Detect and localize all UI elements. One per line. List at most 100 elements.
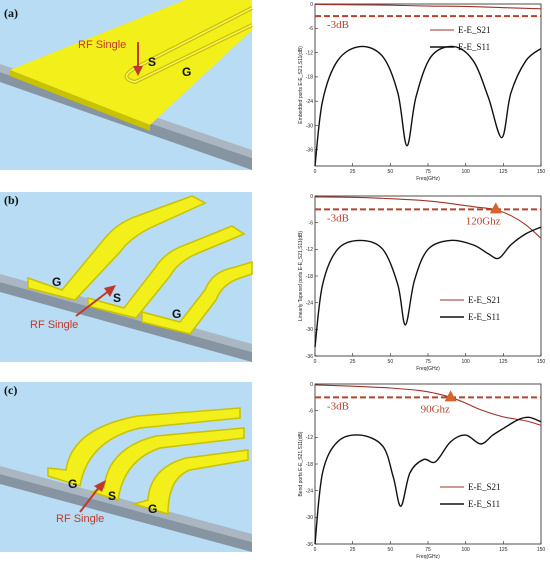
legend-label: E-E_S11 <box>468 499 500 509</box>
legend-label: E-E_S21 <box>468 295 501 305</box>
panel-label: (b) <box>4 193 19 207</box>
y-tick-label: -12 <box>306 435 313 441</box>
cutoff-label: 90Ghz <box>421 403 450 415</box>
cutoff-label: 120Ghz <box>466 215 501 227</box>
y-tick-label: -6 <box>309 220 314 226</box>
x-tick-label: 50 <box>388 547 394 553</box>
x-tick-label: 100 <box>461 547 470 553</box>
y-tick-label: -24 <box>306 488 313 494</box>
y-tick-label: -6 <box>309 26 314 32</box>
y-tick-label: -24 <box>306 99 313 105</box>
pad-label-g-left: G <box>68 477 77 491</box>
ground-trace-right <box>131 449 249 516</box>
x-tick-label: 25 <box>350 359 356 365</box>
series-line-s21 <box>314 196 542 239</box>
x-tick-label: 0 <box>314 547 317 553</box>
x-axis-title: Freq(GHz) <box>416 366 440 372</box>
x-tick-label: 0 <box>314 359 317 365</box>
x-tick-label: 75 <box>425 359 431 365</box>
x-axis-title: Freq(GHz) <box>416 176 440 182</box>
x-tick-label: 150 <box>537 359 546 365</box>
x-tick-label: 50 <box>388 359 394 365</box>
y-axis-title: Linearly Tapered ports E-E_S21,S11(dB) <box>298 231 304 321</box>
signal-trace <box>89 427 245 501</box>
pad-label-g-right: G <box>172 307 181 321</box>
y-tick-label: -12 <box>306 50 313 56</box>
y-tick-label: -6 <box>309 408 314 414</box>
y-tick-label: -30 <box>306 327 313 333</box>
base-slab <box>0 282 252 362</box>
ground-trace-left <box>47 407 241 487</box>
x-tick-label: 125 <box>499 547 508 553</box>
threshold-label: -3dB <box>327 19 349 31</box>
metal-trace <box>10 0 252 125</box>
x-tick-label: 100 <box>461 169 470 175</box>
plot-frame <box>314 3 542 167</box>
rf-arrow-head <box>94 480 106 492</box>
y-tick-label: -18 <box>306 462 313 468</box>
x-tick-label: 75 <box>425 547 431 553</box>
x-tick-label: 150 <box>537 547 546 553</box>
plot-frame <box>314 195 542 357</box>
series-line-s11 <box>314 416 542 545</box>
x-tick-label: 125 <box>499 169 508 175</box>
y-tick-label: -30 <box>306 515 313 521</box>
y-tick-label: -18 <box>306 274 313 280</box>
metal-edge <box>10 70 150 131</box>
x-tick-label: 100 <box>461 359 470 365</box>
y-tick-label: -30 <box>306 123 313 129</box>
x-tick-label: 75 <box>425 169 431 175</box>
x-tick-label: 25 <box>350 547 356 553</box>
pad-label-s: S <box>148 55 156 69</box>
legend-label: E-E_S11 <box>468 312 500 322</box>
signal-trace <box>87 225 246 319</box>
threshold-label: -3dB <box>327 400 349 412</box>
rf-label: RF Single <box>78 39 126 51</box>
cutoff-marker <box>489 202 502 214</box>
y-tick-label: -36 <box>306 148 313 154</box>
series-line-s11 <box>314 45 542 167</box>
x-tick-label: 125 <box>499 359 508 365</box>
panel-c-drawing: (c) G S G RF Single <box>0 382 252 552</box>
chart-embedded-ports: 0 25 50 75 100 125 150 0 -6 -12 -18 -24 -30 -36 Freq(G… <box>298 2 545 182</box>
threshold-label: -3dB <box>327 212 349 224</box>
x-axis-title: Freq(GHz) <box>416 554 440 560</box>
panel-label: (a) <box>4 6 18 20</box>
x-tick-label: 150 <box>537 169 546 175</box>
y-tick-label: -18 <box>306 75 313 81</box>
ground-trace-left <box>27 195 207 301</box>
legend-label: E-E_S21 <box>468 482 501 492</box>
legend-label: E-E_S11 <box>458 42 490 52</box>
pad-label-g-right: G <box>148 502 157 516</box>
series-line-s11 <box>314 226 542 348</box>
cutoff-marker <box>444 390 457 402</box>
panel-label: (c) <box>4 383 17 397</box>
y-tick-label: -12 <box>306 247 313 253</box>
rf-arrow <box>75 289 111 317</box>
y-tick-label: -24 <box>306 300 313 306</box>
y-axis-title: Bend ports E-E_S21,S11(dB) <box>298 431 304 496</box>
y-axis-title: Embedded ports E-E_S21,S11(dB) <box>298 46 304 124</box>
rf-arrow <box>79 485 101 513</box>
y-tick-label: 0 <box>310 194 313 200</box>
pad-label-s: S <box>108 489 116 503</box>
y-tick-label: -36 <box>306 354 313 360</box>
x-tick-label: 25 <box>350 169 356 175</box>
panel-b-drawing: (b) G S G RF Single <box>0 192 253 362</box>
ground-trace-right <box>141 260 253 335</box>
panel-a-drawing: (a) RF Single S G <box>0 0 253 170</box>
y-tick-label: 0 <box>310 2 313 8</box>
series-line-s21 <box>314 3 542 10</box>
pad-label-s: S <box>113 291 121 305</box>
x-tick-label: 0 <box>314 169 317 175</box>
chart-bend-ports: 0 25 50 75 100 125 150 0 -6 -12 -18 -24 -30 -36 Freq(G… <box>298 382 545 560</box>
pad-label-g: G <box>182 65 191 79</box>
legend-label: E-E_S21 <box>458 25 491 35</box>
chart-linearly-tapered-ports: 0 25 50 75 100 125 150 0 -6 -12 -18 -24 -30 -36 Freq(G… <box>298 194 545 372</box>
pad-label-g-left: G <box>52 275 61 289</box>
rf-arrow-head <box>104 285 116 297</box>
y-tick-label: 0 <box>310 382 313 388</box>
base-slab-top <box>0 466 252 542</box>
y-tick-label: -36 <box>306 542 313 548</box>
